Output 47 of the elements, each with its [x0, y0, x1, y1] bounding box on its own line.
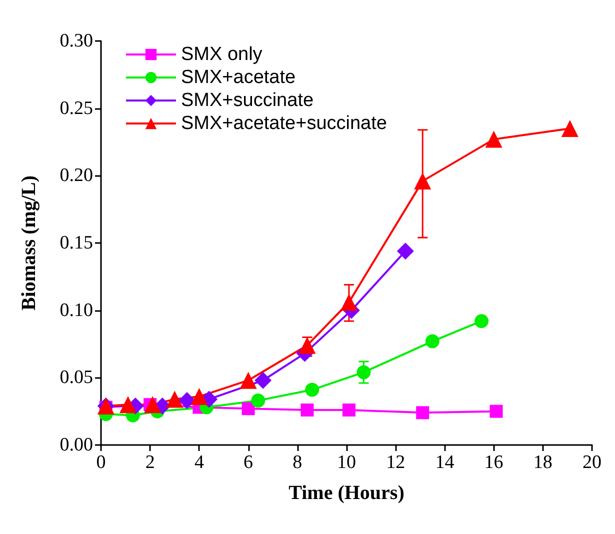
legend-label: SMX only [181, 44, 263, 65]
point [342, 403, 356, 416]
point [240, 372, 257, 389]
y-tick-label: 0.20 [60, 165, 93, 186]
point [144, 396, 162, 414]
legend-label: SMX+succinate [181, 90, 314, 111]
point [300, 403, 314, 416]
y-tick-label: 0.15 [60, 232, 93, 254]
point [490, 404, 503, 418]
point [166, 390, 184, 408]
y-tick-label: 0.25 [60, 98, 93, 119]
point [254, 372, 272, 389]
x-tick-label: 20 [582, 452, 602, 473]
point [474, 314, 489, 328]
y-tick-label: 0.10 [60, 300, 93, 321]
point [425, 334, 440, 348]
point [305, 382, 320, 397]
point [242, 402, 255, 416]
x-axis-title: Time (Hours) [288, 482, 404, 504]
point [190, 388, 208, 406]
y-tick-label: 0.00 [60, 434, 93, 456]
point [251, 394, 266, 408]
point [340, 294, 358, 311]
x-tick-label: 4 [194, 452, 204, 473]
x-tick-label: 0 [96, 452, 106, 473]
x-tick-label: 6 [244, 452, 254, 473]
x-tick-label: 16 [484, 452, 504, 473]
point [485, 130, 502, 148]
x-tick-label: 14 [435, 452, 455, 473]
y-tick-label: 0.30 [60, 30, 93, 52]
legend-label: SMX+acetate+succinate [181, 113, 387, 134]
x-tick-label: 2 [145, 452, 155, 473]
point [416, 406, 430, 420]
point [356, 365, 371, 380]
x-tick-label: 8 [292, 452, 302, 473]
point [414, 172, 432, 190]
point [178, 392, 196, 410]
point [120, 396, 137, 414]
x-tick-label: 10 [337, 452, 356, 473]
point [298, 336, 316, 354]
point [561, 120, 578, 138]
y-tick-label: 0.05 [60, 367, 93, 388]
x-tick-label: 18 [533, 452, 552, 473]
legend-label: SMX+acetate [181, 67, 296, 88]
y-axis-title: Biomass (mg/L) [18, 176, 40, 310]
point [396, 242, 414, 260]
x-tick-label: 12 [386, 452, 406, 473]
